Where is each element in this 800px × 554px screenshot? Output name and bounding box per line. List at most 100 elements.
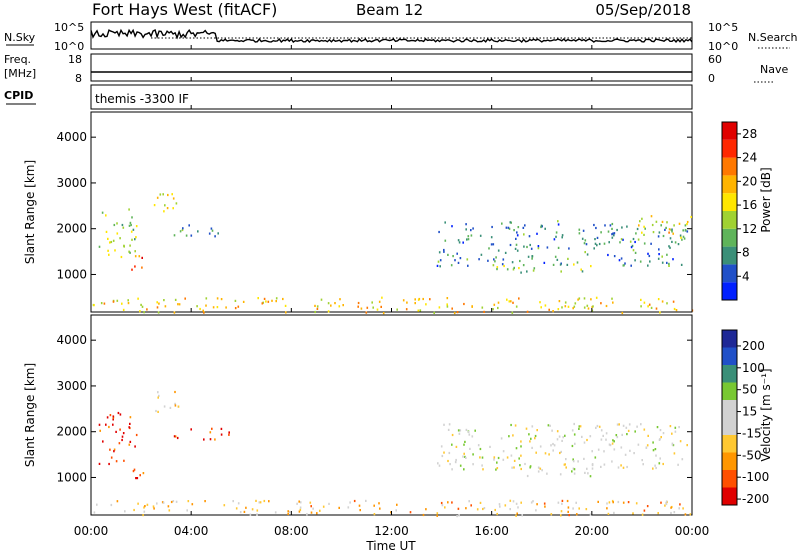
velocity-colorbar-label: Velocity [m s⁻¹] xyxy=(759,368,773,461)
colorbar-segment xyxy=(722,139,737,158)
y-tick-label: 3000 xyxy=(56,176,87,190)
range-gate-cell xyxy=(494,508,496,512)
range-gate-cell xyxy=(479,501,482,504)
colorbar-tick-label: -15 xyxy=(742,426,762,440)
range-gate-cell xyxy=(567,305,570,308)
x-tick-label: 12:00 xyxy=(374,524,409,538)
range-gate-cell xyxy=(585,243,588,246)
power-colorbar: 4 8 12 16 20 24 28 xyxy=(721,121,757,301)
range-gate-cell xyxy=(547,424,550,427)
range-gate-cell xyxy=(220,298,223,301)
range-gate-cell xyxy=(173,435,176,438)
range-gate-cell xyxy=(596,424,599,428)
power-heatmap xyxy=(92,193,694,315)
range-gate-cell xyxy=(510,221,512,224)
range-gate-cell xyxy=(105,230,108,233)
range-gate-cell xyxy=(655,220,658,223)
range-gate-cell xyxy=(639,220,641,223)
range-gate-cell xyxy=(469,447,471,450)
range-gate-cell xyxy=(643,301,646,304)
range-gate-cell xyxy=(520,445,522,448)
range-gate-cell xyxy=(175,202,178,205)
range-gate-cell xyxy=(134,255,137,258)
range-gate-cell xyxy=(630,264,632,267)
range-gate-cell xyxy=(568,514,570,517)
range-gate-cell xyxy=(583,441,586,444)
range-gate-cell xyxy=(153,204,156,207)
range-gate-cell xyxy=(572,307,574,310)
range-gate-cell xyxy=(109,448,111,451)
range-gate-cell xyxy=(635,502,638,505)
range-gate-cell xyxy=(611,222,614,226)
range-gate-cell xyxy=(116,500,119,503)
range-gate-cell xyxy=(528,235,531,238)
range-gate-cell xyxy=(439,265,441,268)
range-gate-cell xyxy=(366,306,369,309)
range-gate-cell xyxy=(468,500,470,503)
range-gate-cell xyxy=(380,305,382,308)
range-gate-cell xyxy=(681,238,683,241)
range-gate-cell xyxy=(166,207,169,210)
x-tick-label: 16:00 xyxy=(474,524,509,538)
range-gate-cell xyxy=(524,224,526,227)
colorbar-segment xyxy=(722,122,737,140)
range-gate-cell xyxy=(365,499,367,502)
range-gate-cell xyxy=(167,505,170,508)
range-gate-cell xyxy=(477,444,480,447)
range-gate-cell xyxy=(179,230,182,233)
range-gate-cell xyxy=(463,302,465,306)
range-gate-cell xyxy=(513,229,515,232)
range-gate-cell xyxy=(472,463,474,466)
range-gate-cell xyxy=(458,514,460,517)
range-gate-cell xyxy=(446,305,449,308)
range-gate-cell xyxy=(129,440,132,443)
range-gate-cell xyxy=(616,228,618,232)
range-gate-cell xyxy=(113,450,115,453)
nsky-label: N.Sky xyxy=(4,31,36,44)
range-gate-cell xyxy=(271,299,273,302)
range-gate-cell xyxy=(591,467,594,470)
range-gate-cell xyxy=(612,501,614,504)
range-gate-cell xyxy=(520,440,522,443)
range-gate-cell xyxy=(463,443,465,446)
range-gate-cell xyxy=(665,500,668,503)
range-gate-cell xyxy=(234,299,237,302)
range-gate-cell xyxy=(533,267,536,270)
range-gate-cell xyxy=(537,470,540,473)
velocity-colorbar: 200 100 50 15 -15 -50 -100 -200 xyxy=(721,329,769,506)
range-gate-cell xyxy=(587,307,590,310)
range-gate-cell xyxy=(296,502,298,505)
range-gate-cell xyxy=(443,451,445,454)
range-gate-cell xyxy=(502,458,505,461)
y-tick-label: 1000 xyxy=(56,267,87,281)
range-gate-cell xyxy=(633,452,635,455)
range-gate-cell xyxy=(627,501,630,504)
range-gate-cell xyxy=(672,232,674,235)
range-gate-cell xyxy=(561,439,563,442)
range-gate-cell xyxy=(666,253,668,256)
range-gate-cell xyxy=(98,245,101,248)
velocity-panel-frame xyxy=(90,314,693,516)
range-gate-cell xyxy=(443,248,445,252)
range-gate-cell xyxy=(573,472,576,475)
range-gate-cell xyxy=(647,264,649,267)
range-gate-cell xyxy=(536,232,538,235)
range-gate-cell xyxy=(239,511,242,514)
range-gate-cell xyxy=(581,435,583,438)
station-title: Fort Hays West (fitACF) xyxy=(92,0,277,19)
range-gate-cell xyxy=(316,305,319,308)
range-gate-cell xyxy=(462,455,464,458)
range-gate-cell xyxy=(558,300,561,303)
range-gate-cell xyxy=(684,228,687,232)
range-gate-cell xyxy=(143,506,145,509)
range-gate-cell xyxy=(496,467,499,470)
colorbar-segment xyxy=(722,211,737,229)
range-gate-cell xyxy=(656,426,659,429)
range-gate-cell xyxy=(209,438,212,441)
range-gate-cell xyxy=(612,439,614,442)
range-gate-cell xyxy=(595,226,597,230)
range-gate-cell xyxy=(560,514,562,517)
range-gate-cell xyxy=(524,462,526,466)
nave-tick-top: 60 xyxy=(708,53,722,66)
range-gate-cell xyxy=(128,208,130,211)
